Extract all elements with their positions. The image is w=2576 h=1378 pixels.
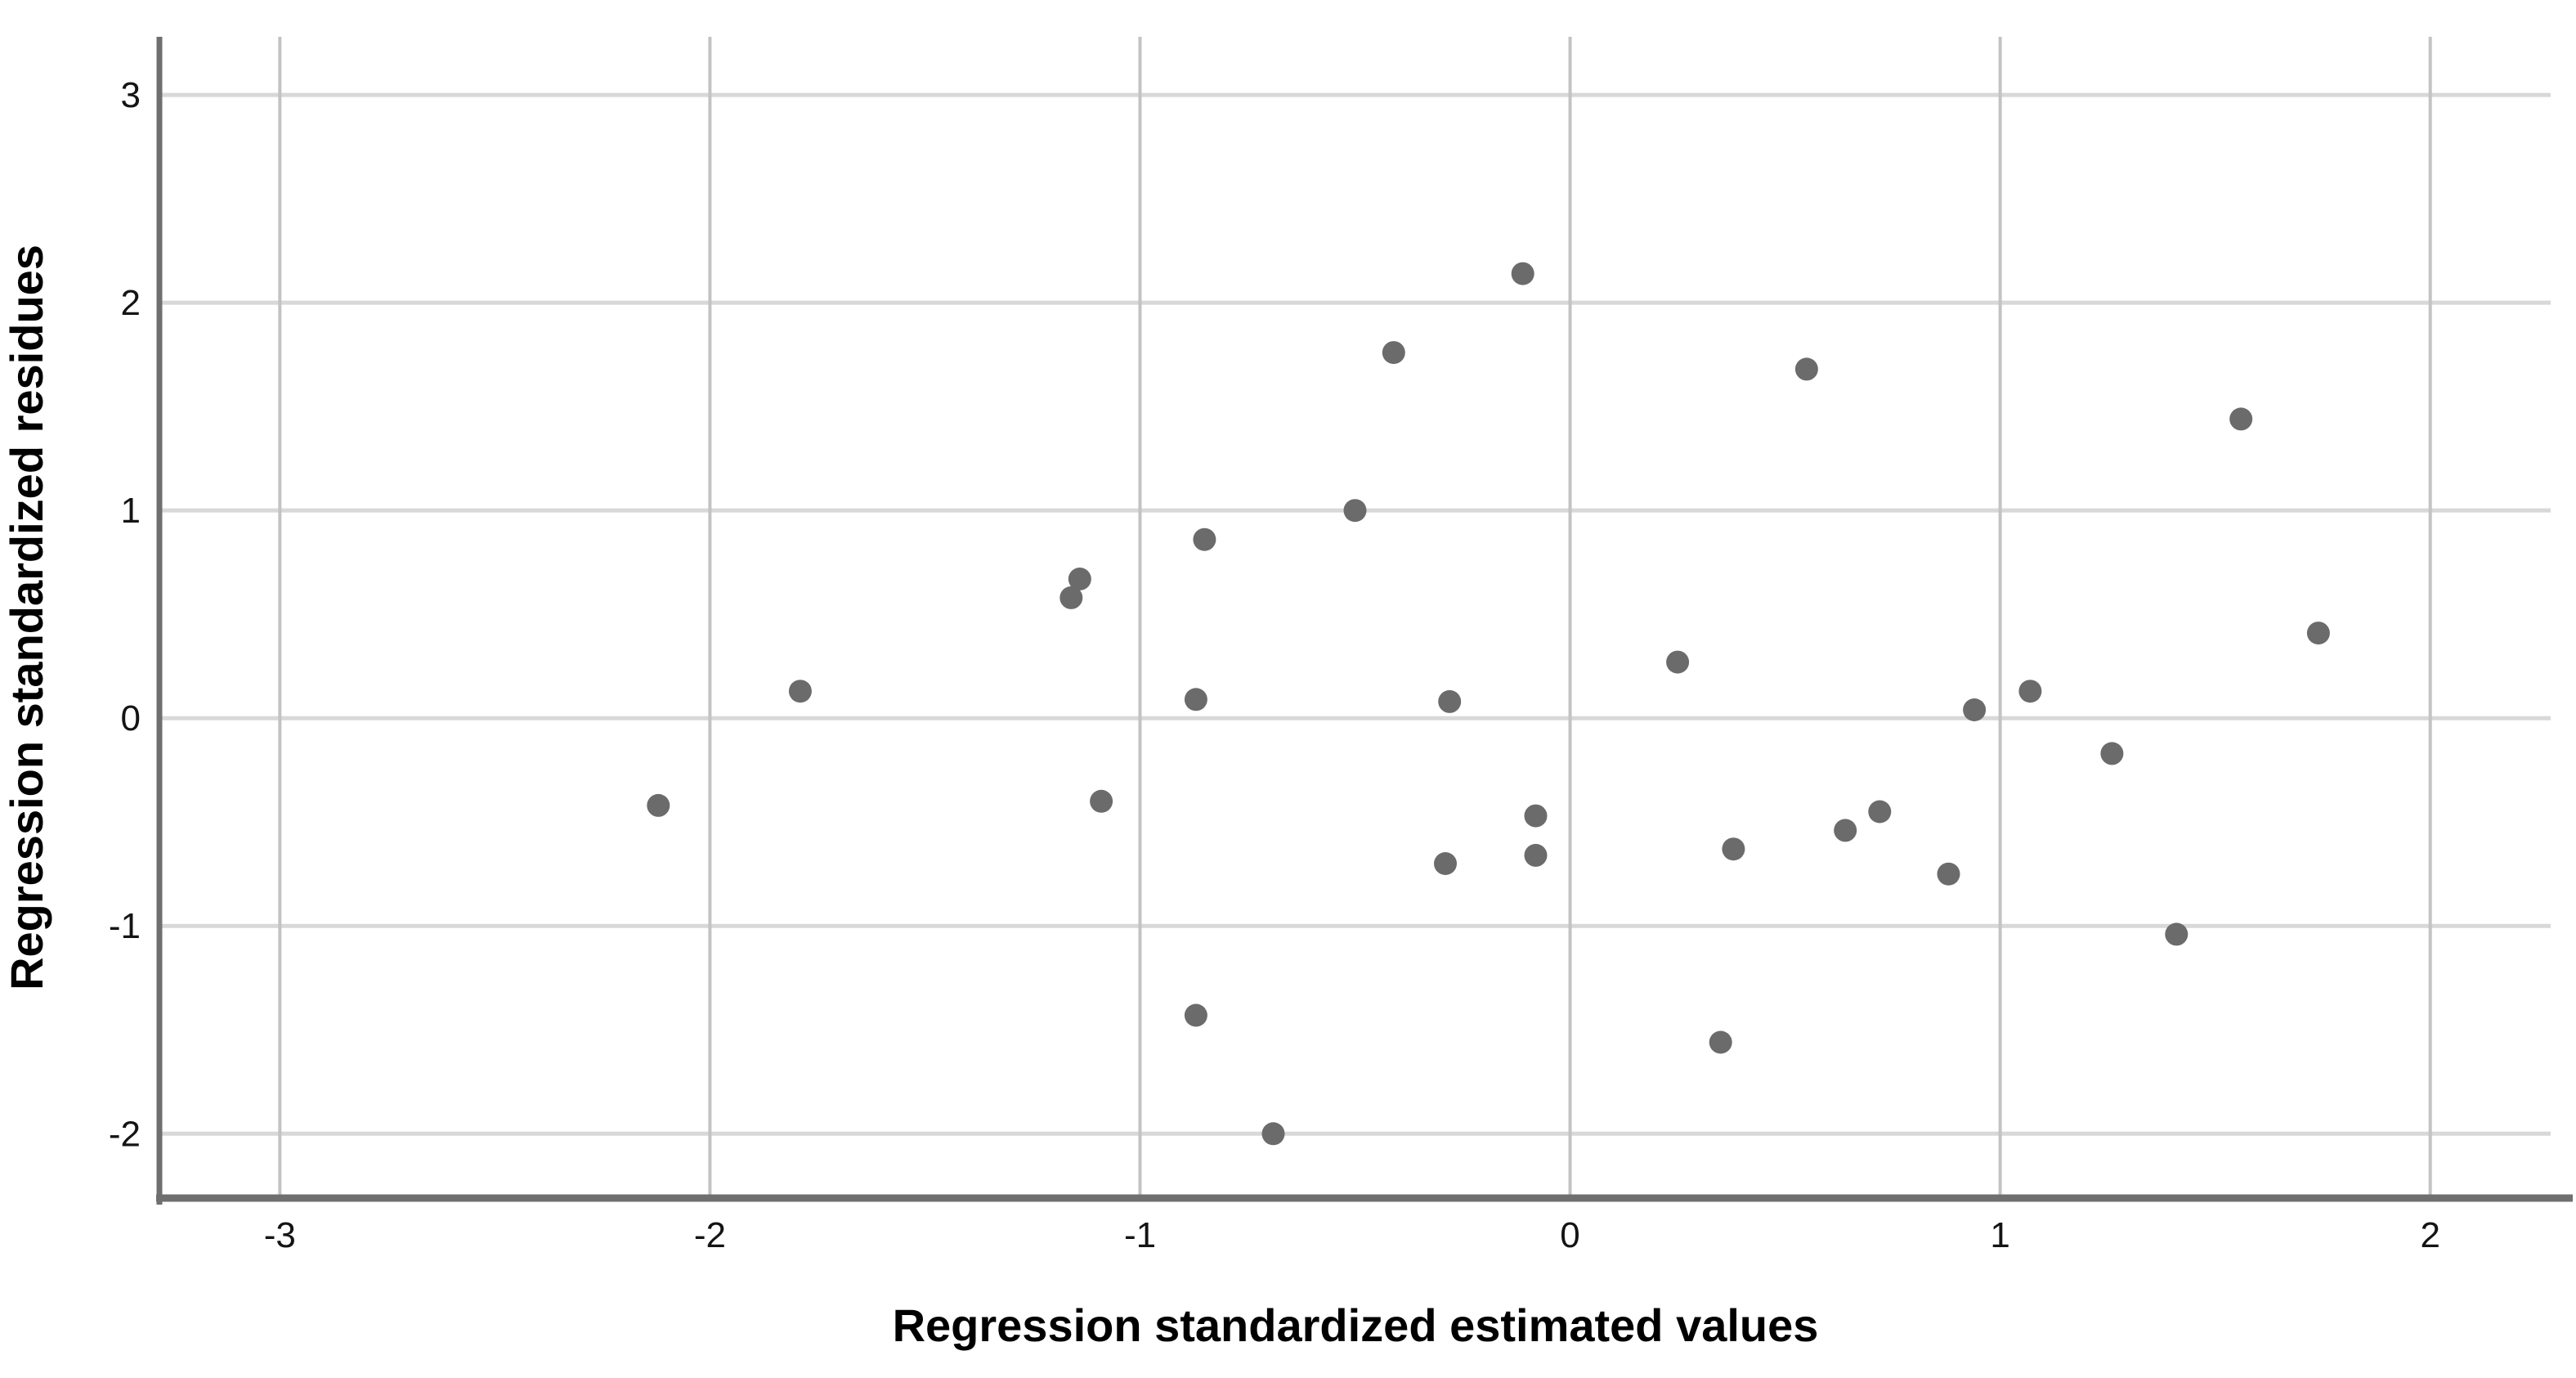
data-point [1937,862,1960,886]
y-tick-labels: -2 -1 0 1 2 3 [109,75,141,1154]
data-point [1524,804,1548,828]
x-tick-label: 0 [1560,1215,1579,1255]
data-point [1868,800,1892,824]
y-axis-title: Regression standardized residues [1,245,52,990]
x-tick-label: 1 [1990,1215,2009,1255]
x-tick-labels: -3 -2 -1 0 1 2 [264,1215,2440,1255]
h-gridlines [159,92,2551,1136]
data-point [1524,843,1548,867]
y-tick-label: -1 [109,906,141,946]
data-point [1434,852,1457,875]
x-axis-title: Regression standardized estimated values [893,1299,1819,1351]
data-point [1709,1030,1732,1054]
data-point [1722,837,1745,861]
data-point [2229,407,2253,431]
data-point [2100,742,2124,765]
data-point [2165,922,2188,946]
x-tick-label: -1 [1124,1215,1156,1255]
data-point [647,793,670,817]
v-gridlines [278,37,2432,1198]
data-point [1261,1122,1285,1146]
data-point [1834,819,1857,842]
data-point [1193,527,1216,551]
data-point [1382,341,1405,365]
data-points [647,262,2330,1146]
data-point [1184,1003,1207,1027]
data-point [1794,357,1818,381]
data-point [1184,688,1207,711]
data-point [788,680,812,703]
x-tick-label: -2 [694,1215,726,1255]
data-point [1511,262,1534,285]
x-tick-label: 2 [2420,1215,2439,1255]
data-point [1666,650,1690,674]
y-tick-label: 1 [121,491,141,531]
data-point [1090,789,1113,813]
data-point [1963,698,1987,721]
y-tick-label: 2 [121,283,141,323]
data-point [1060,586,1083,609]
data-point [2018,680,2042,703]
data-point [1438,689,1462,713]
axes [156,37,2573,1205]
y-tick-label: 0 [121,698,141,738]
x-tick-label: -3 [264,1215,296,1255]
data-point [2306,622,2330,645]
y-tick-label: -2 [109,1114,141,1154]
data-point [1343,499,1367,523]
y-tick-label: 3 [121,75,141,115]
data-point [1068,568,1091,590]
